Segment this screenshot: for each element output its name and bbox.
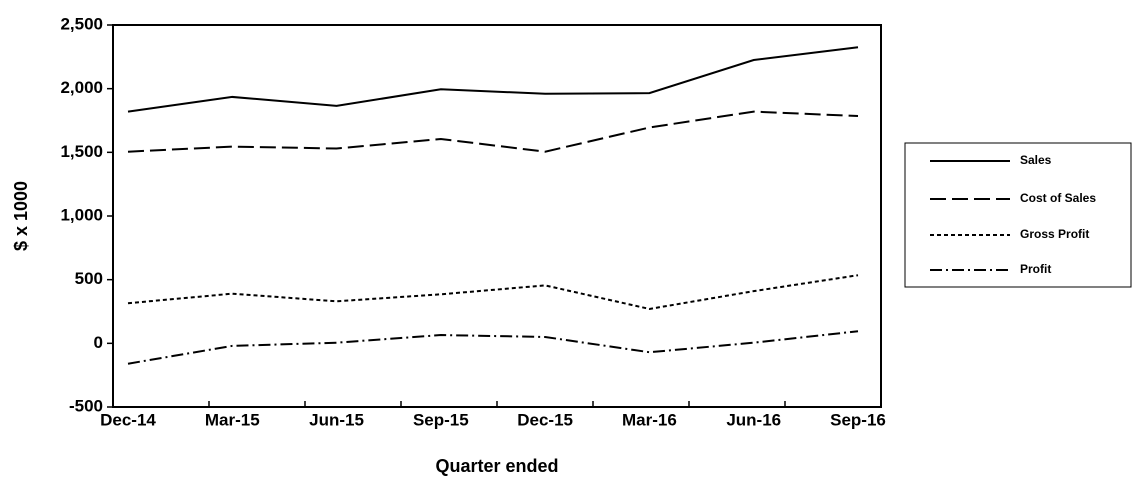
series-line (127, 274, 859, 310)
x-tick-label: Sep-15 (413, 410, 469, 429)
y-tick-label: 0 (94, 333, 103, 352)
legend-label: Gross Profit (1020, 227, 1089, 241)
y-tick-label: -500 (69, 396, 103, 415)
y-tick-label: 1,500 (60, 142, 103, 161)
x-tick-label: Mar-15 (205, 410, 260, 429)
x-tick-label: Dec-14 (100, 410, 156, 429)
series-line (127, 110, 859, 153)
plot-area (112, 24, 882, 408)
x-tick-label: Mar-16 (622, 410, 677, 429)
y-axis-title: $ x 1000 (11, 181, 31, 251)
x-axis-title: Quarter ended (435, 456, 558, 476)
legend-label: Cost of Sales (1020, 191, 1096, 205)
y-tick-label: 500 (75, 269, 103, 288)
x-tick-label: Dec-15 (517, 410, 573, 429)
y-tick-label: 2,500 (60, 14, 103, 33)
x-tick-label: Jun-15 (309, 410, 364, 429)
y-tick-label: 2,000 (60, 78, 103, 97)
series-line (127, 46, 859, 113)
legend-label: Sales (1020, 153, 1052, 167)
x-tick-label: Jun-16 (726, 410, 781, 429)
legend-label: Profit (1020, 262, 1051, 276)
y-tick-label: 1,000 (60, 205, 103, 224)
legend-box (904, 142, 1132, 288)
x-tick-label: Sep-16 (830, 410, 886, 429)
series-line (127, 330, 859, 365)
